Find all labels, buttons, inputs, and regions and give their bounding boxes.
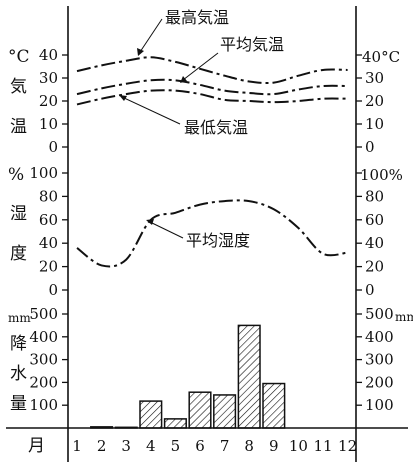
precipitation-bar <box>188 391 212 429</box>
precipitation-tick-label-right: 400 <box>365 328 394 346</box>
precipitation-tick-label-right: 300 <box>365 351 394 369</box>
temperature-tick-label-left: 20 <box>39 92 58 110</box>
annotation-avg-humidity: 平均湿度 <box>186 231 250 250</box>
avg-temp-line <box>76 78 348 96</box>
annotation-max-temp: 最高気温 <box>165 8 229 27</box>
humidity-tick-label-right: 80 <box>365 187 384 205</box>
leader-max-temp <box>139 18 163 53</box>
temperature-tick-label-left: 10 <box>39 115 58 133</box>
month-tick-label: 2 <box>97 437 107 455</box>
precipitation-bar <box>213 394 237 429</box>
month-tick-label: 10 <box>289 437 308 455</box>
precipitation-unit-right: mm <box>395 310 413 324</box>
precipitation-tick-label-left: 200 <box>29 373 58 391</box>
precipitation-tick-label-left: 100 <box>29 396 58 414</box>
month-tick-label: 6 <box>195 437 205 455</box>
humidity-unit-right: 100% <box>360 166 403 184</box>
humidity-side-label-2: 度 <box>10 244 27 264</box>
temperature-unit-right: 40°C <box>362 48 400 66</box>
precipitation-unit-left: mm <box>8 311 31 325</box>
avg-humidity-line <box>76 199 348 268</box>
month-tick-label: 7 <box>220 437 230 455</box>
precipitation-tick-label-left: 400 <box>29 328 58 346</box>
temperature-tick-label-right: 10 <box>365 115 384 133</box>
precipitation-bar <box>139 400 163 429</box>
annotation-min-temp: 最低気温 <box>184 118 248 137</box>
leader-avg-humidity <box>149 221 184 239</box>
precipitation-side-label-1: 降 <box>10 334 27 354</box>
humidity-tick-label-left: 60 <box>39 211 58 229</box>
precipitation-side-label-3: 量 <box>10 394 27 414</box>
month-tick-label: 9 <box>269 437 279 455</box>
precipitation-tick-label-left: 300 <box>29 351 58 369</box>
arrowhead-max-temp <box>137 48 144 56</box>
precipitation-bar <box>262 382 286 429</box>
temperature-unit-left: °C <box>8 47 30 67</box>
month-tick-label: 4 <box>146 437 156 455</box>
temperature-tick-label-left: 30 <box>39 69 58 87</box>
humidity-tick-label-left: 0 <box>48 281 58 299</box>
humidity-side-label-1: 湿 <box>10 204 27 224</box>
temperature-tick-label-right: 0 <box>365 138 375 156</box>
temperature-tick-label-left: 0 <box>48 138 58 156</box>
month-tick-label: 8 <box>244 437 254 455</box>
month-tick-label: 12 <box>338 437 357 455</box>
humidity-tick-label-left: 80 <box>39 187 58 205</box>
precipitation-tick-label-right: 200 <box>365 373 394 391</box>
precipitation-bar <box>114 426 138 429</box>
month-tick-label: 3 <box>121 437 131 455</box>
temperature-side-label-2: 温 <box>10 117 27 137</box>
temperature-tick-label-right: 30 <box>365 69 384 87</box>
temperature-tick-label-right: 20 <box>365 92 384 110</box>
chart-marks: 4030201003020100100806040200806040200500… <box>29 46 393 455</box>
precipitation-bar <box>90 426 114 429</box>
precipitation-tick-label-right: 500 <box>365 305 394 323</box>
leader-avg-temp <box>182 52 219 81</box>
precipitation-bar <box>237 324 261 429</box>
humidity-unit-left: % <box>8 165 24 185</box>
humidity-tick-label-right: 20 <box>365 258 384 276</box>
temperature-tick-label-left: 40 <box>39 46 58 64</box>
precipitation-tick-label-left: 500 <box>29 305 58 323</box>
annotation-avg-temp: 平均気温 <box>220 35 284 54</box>
month-tick-label: 5 <box>171 437 181 455</box>
arrowhead-min-temp <box>119 95 127 101</box>
humidity-tick-label-left: 20 <box>39 258 58 276</box>
min-temp-line <box>76 89 348 106</box>
month-tick-label: 11 <box>313 437 332 455</box>
humidity-tick-label-left: 40 <box>39 234 58 252</box>
humidity-tick-label-right: 0 <box>365 281 375 299</box>
humidity-tick-label-right: 40 <box>365 234 384 252</box>
month-tick-label: 1 <box>72 437 82 455</box>
temperature-side-label-1: 気 <box>10 77 27 97</box>
leader-min-temp <box>121 96 181 125</box>
max-temp-line <box>76 56 348 84</box>
precipitation-tick-label-right: 100 <box>365 396 394 414</box>
x-axis-title: 月 <box>28 436 45 456</box>
precipitation-bar <box>163 418 187 429</box>
humidity-tick-label-right: 60 <box>365 211 384 229</box>
precipitation-side-label-2: 水 <box>10 364 27 384</box>
humidity-tick-label-left: 100 <box>29 164 58 182</box>
